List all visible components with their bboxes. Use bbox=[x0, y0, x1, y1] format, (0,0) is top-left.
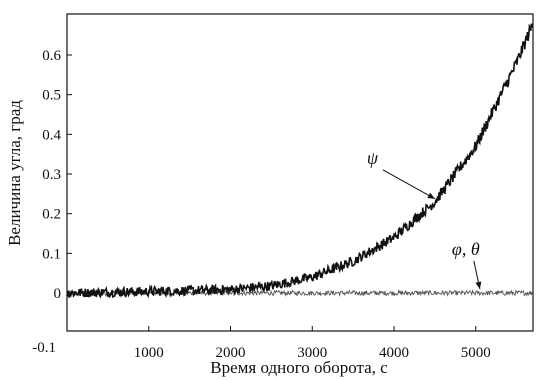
y-axis-ticks: 0 0.1 0.2 0.3 0.4 0.5 0.6 bbox=[42, 48, 72, 302]
y-tick-label: 0.4 bbox=[42, 127, 61, 143]
y-axis-label: Величина угла, град bbox=[5, 100, 24, 246]
annotation-arrowhead bbox=[427, 192, 435, 199]
annotation-arrowhead bbox=[475, 281, 482, 290]
x-tick-label: 4000 bbox=[379, 345, 409, 361]
series-annotation-label: ψ bbox=[367, 148, 379, 168]
y-tick-label: 0.5 bbox=[42, 88, 61, 104]
y-tick-label: 0.3 bbox=[42, 167, 61, 183]
y-tick-label: 0.2 bbox=[42, 207, 61, 223]
x-axis-label: Время одного оборота, с bbox=[210, 358, 388, 377]
y-tick-label: 0.6 bbox=[42, 48, 61, 64]
y-tick-label: 0.1 bbox=[42, 246, 61, 262]
annotations: ψ φ, θ bbox=[367, 148, 482, 290]
x-tick-label: 3000 bbox=[297, 345, 327, 361]
plot-frame bbox=[66, 13, 534, 332]
y-tick-label: 0 bbox=[54, 286, 62, 302]
x-tick-label: 5000 bbox=[461, 345, 491, 361]
series-annotation-label: φ, θ bbox=[452, 239, 480, 259]
x-tick-label: 2000 bbox=[216, 345, 246, 361]
x-tick-label: 1000 bbox=[134, 345, 164, 361]
series-layer bbox=[66, 23, 534, 299]
y-corner-label: -0.1 bbox=[32, 340, 56, 356]
series-psi-line bbox=[66, 23, 534, 299]
x-axis-ticks: 1000 2000 3000 4000 5000 bbox=[134, 326, 491, 361]
annotation-arrow bbox=[382, 169, 436, 200]
